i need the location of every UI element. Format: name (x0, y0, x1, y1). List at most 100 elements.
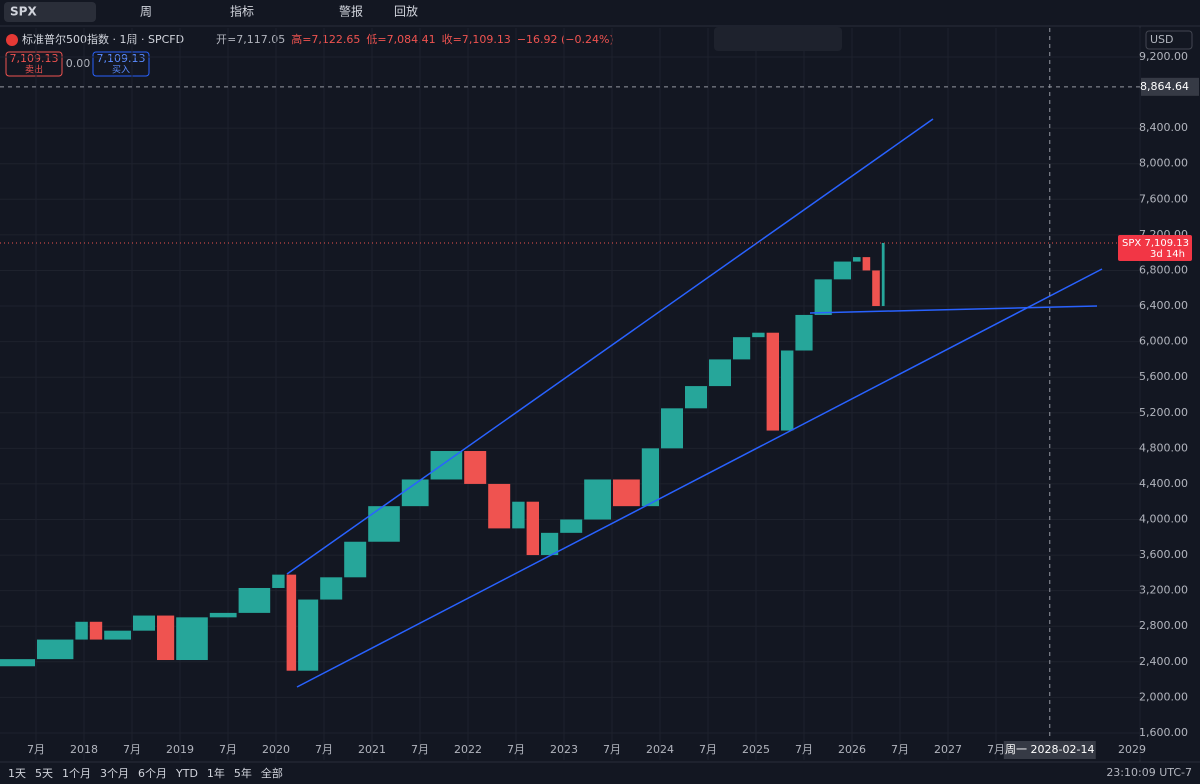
x-tick-label: 7月 (27, 743, 45, 756)
x-tick-label: 7月 (891, 743, 909, 756)
y-tick-label: 5,600.00 (1139, 370, 1188, 383)
y-tick-label: 4,800.00 (1139, 441, 1188, 454)
candle (89, 621, 103, 640)
symbol[interactable]: SPX (10, 5, 37, 19)
candle (512, 501, 525, 529)
ohlc: 开=7,117.05 高=7,122.65 低=7,084.41 收=7,109.13… (216, 32, 614, 46)
drawing-toolbar[interactable] (714, 27, 842, 51)
candle (853, 257, 861, 262)
range-button[interactable]: 1年 (207, 766, 225, 780)
x-tick-label: 2029 (1118, 743, 1146, 756)
candle (795, 314, 813, 351)
crosshair-price: 8,864.64 (1140, 80, 1189, 93)
symbol-box[interactable] (4, 2, 96, 22)
last-price-tag (1118, 234, 1192, 261)
y-tick-label: 9,200.00 (1139, 50, 1188, 63)
y-tick-label: 6,000.00 (1139, 335, 1188, 348)
crosshair-date-box (1003, 741, 1096, 759)
range-button[interactable]: 1天 (8, 767, 26, 780)
candle (862, 257, 871, 271)
y-tick-label: 3,600.00 (1139, 548, 1188, 561)
range-button[interactable]: YTD (175, 767, 198, 780)
y-tick-label: 6,400.00 (1139, 299, 1188, 312)
candle (176, 617, 208, 661)
candle (526, 501, 539, 556)
candle (733, 337, 751, 360)
legend-name: 标准普尔500指数 · 1周 · SPCFD (22, 32, 184, 46)
candle (344, 541, 367, 578)
y-tick-label: 8,000.00 (1139, 157, 1188, 170)
x-tick-label: 2020 (262, 743, 290, 756)
candle (709, 359, 731, 387)
replay[interactable]: 回放 (394, 4, 418, 19)
range-button[interactable]: 全部 (261, 766, 283, 780)
buy-box[interactable] (92, 51, 150, 77)
candle (104, 630, 131, 640)
toolbar (0, 0, 1200, 26)
alert[interactable]: 警报 (339, 4, 363, 19)
x-tick-label: 2026 (838, 743, 866, 756)
candle (766, 332, 779, 431)
sell-price[interactable]: 7,109.13 (10, 52, 59, 65)
buy-price[interactable]: 7,109.13 (97, 52, 146, 65)
support-line[interactable] (809, 305, 1098, 314)
x-tick-label: 2025 (742, 743, 770, 756)
y-tick-label: 5,200.00 (1139, 406, 1188, 419)
x-tick-label: 7月 (795, 743, 813, 756)
buy[interactable]: 买入 (112, 65, 130, 76)
range-button[interactable]: 6个月 (138, 767, 167, 780)
range-button[interactable]: 1个月 (62, 767, 91, 780)
currency-box[interactable] (1145, 30, 1193, 50)
range-button[interactable]: 3个月 (100, 767, 129, 780)
candle (0, 659, 36, 667)
indicators[interactable]: 指标 (230, 4, 254, 19)
x-tick-label: 2023 (550, 743, 578, 756)
candle (464, 451, 487, 484)
candle (368, 506, 400, 542)
candle (272, 574, 285, 588)
interval[interactable]: 周 (140, 5, 152, 19)
candle (320, 577, 343, 600)
x-tick-label: 7月 (987, 743, 1005, 756)
trend-line[interactable] (286, 118, 934, 575)
sell[interactable]: 卖出 (25, 64, 43, 76)
range-button[interactable]: 5天 (35, 767, 53, 780)
candle (560, 519, 583, 533)
candle (685, 386, 707, 409)
crosshair-date: 周一 2028-02-14 (1005, 743, 1094, 756)
candle (157, 615, 175, 661)
y-tick-label: 2,800.00 (1139, 619, 1188, 632)
candle (781, 350, 794, 431)
x-tick-label: 7月 (123, 743, 141, 756)
currency[interactable]: USD (1150, 33, 1174, 46)
candle (752, 332, 765, 338)
candle (75, 621, 88, 640)
candle (37, 639, 74, 660)
last-price-symbol: SPX (1122, 238, 1141, 249)
candle (133, 615, 155, 631)
y-tick-label: 4,000.00 (1139, 512, 1188, 525)
ohlc-value: 低=7,084.41 (366, 33, 435, 46)
range-button[interactable]: 5年 (234, 766, 252, 780)
sell-box[interactable] (5, 51, 63, 77)
crosshair-price-box (1141, 77, 1199, 96)
spread: 0.00 (66, 57, 91, 70)
candle (298, 599, 319, 671)
x-tick-label: 7月 (411, 743, 429, 756)
x-tick-label: 2019 (166, 743, 194, 756)
ohlc-value: 收=7,109.13 (442, 32, 511, 46)
x-tick-label: 2024 (646, 743, 674, 756)
y-tick-label: 4,400.00 (1139, 477, 1188, 490)
candle (238, 587, 271, 613)
x-tick-label: 2027 (934, 743, 962, 756)
y-tick-label: 7,600.00 (1139, 192, 1188, 205)
x-tick-label: 2022 (454, 743, 482, 756)
ohlc-value: 高=7,122.65 (291, 32, 360, 46)
symbol-logo (6, 34, 18, 46)
candle (430, 451, 463, 480)
x-tick-label: 7月 (699, 743, 717, 756)
trend-line[interactable] (296, 268, 1103, 688)
candle (641, 448, 659, 507)
